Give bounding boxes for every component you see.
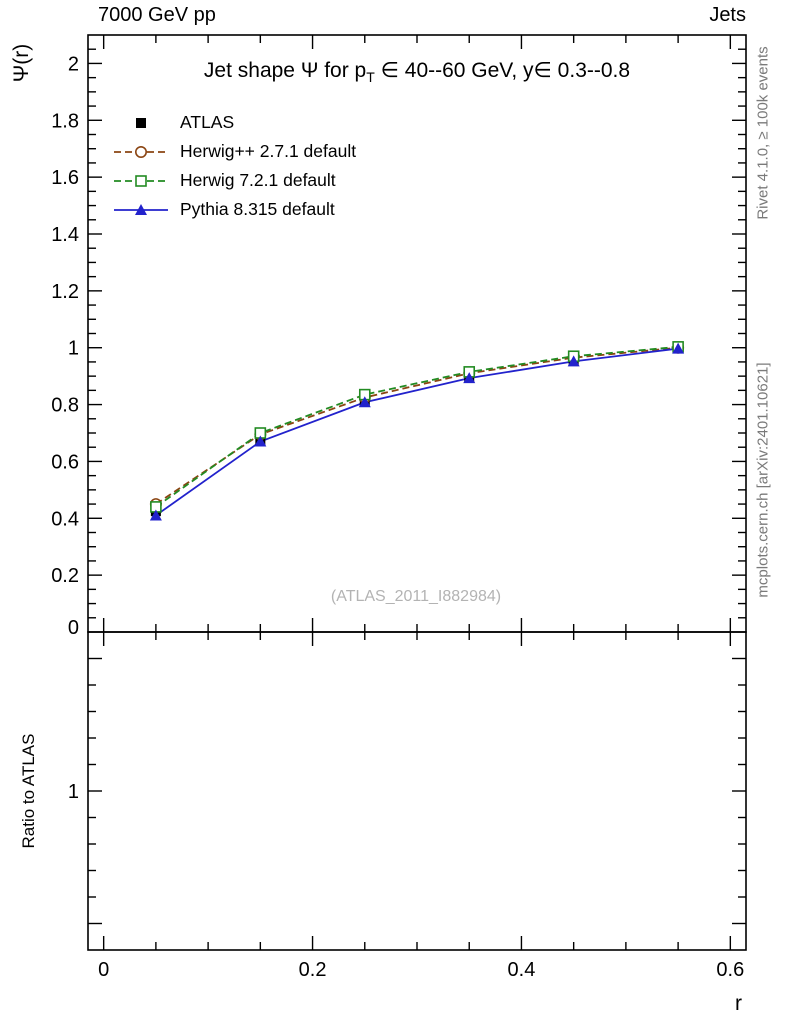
x-axis-label: r xyxy=(735,992,742,1015)
legend-label: Herwig 7.2.1 default xyxy=(180,170,336,190)
series-line-herwig-7-2-1-default xyxy=(155,345,679,508)
y-tick-label: 0.4 xyxy=(51,508,79,530)
y-tick-label: 0 xyxy=(68,617,79,639)
x-axis-tick-labels: 0 0.2 0.4 0.6 xyxy=(98,959,744,981)
x-tick-label: 0.2 xyxy=(299,959,327,981)
x-tick-label: 0 xyxy=(98,959,109,981)
legend-marker-open-circle xyxy=(114,145,168,158)
main-y-axis-ticks xyxy=(88,48,746,619)
legend-item: Pythia 8.315 default xyxy=(112,195,356,224)
process-label: Jets xyxy=(709,4,746,26)
ratio-y-axis-label: Ratio to ATLAS xyxy=(19,733,38,849)
title-prefix: Jet shape Ψ for p xyxy=(203,59,367,82)
legend-label: Herwig++ 2.7.1 default xyxy=(180,141,357,161)
legend-label: Pythia 8.315 default xyxy=(180,199,335,219)
main-y-axis-label: Ψ(r) xyxy=(10,43,33,83)
y-tick-label: 1.2 xyxy=(51,281,79,303)
y-tick-label: 0.2 xyxy=(51,565,79,587)
beam-energy-label: 7000 GeV pp xyxy=(98,4,216,26)
ratio-y-axis-tick-labels: 1 xyxy=(68,781,79,803)
legend-marker-filled-triangle xyxy=(114,203,168,215)
legend-label: ATLAS xyxy=(180,112,235,132)
main-y-axis-tick-labels: 0 0.2 0.4 0.6 0.8 1 1.2 1.4 1.6 1.8 2 xyxy=(51,53,79,639)
y-tick-label: 1.4 xyxy=(51,224,79,246)
series-markers-pythia-8-315-default xyxy=(149,342,685,521)
plot-title: Jet shape Ψ for pT ∈ 40--60 GeV, y∈ 0.3-… xyxy=(88,58,746,85)
x-tick-label: 0.6 xyxy=(716,959,744,981)
legend-item: Herwig 7.2.1 default xyxy=(112,166,356,195)
x-axis-ticks xyxy=(102,35,732,950)
title-subscript: T xyxy=(366,69,375,86)
series-line-herwig-2-7-1-default xyxy=(155,346,679,505)
series-line-pythia-8-315-default xyxy=(155,347,679,517)
series-markers-herwig-2-7-1-default xyxy=(149,341,685,511)
series-markers-herwig-7-2-1-default xyxy=(150,341,684,513)
legend-item: Herwig++ 2.7.1 default xyxy=(112,137,356,166)
rivet-version-label: Rivet 4.1.0, ≥ 100k events xyxy=(754,46,772,220)
y-tick-label: 1 xyxy=(68,338,79,360)
y-tick-label: 0.8 xyxy=(51,395,79,417)
ratio-y-axis-ticks xyxy=(88,657,746,925)
y-tick-label: 1.8 xyxy=(51,110,79,132)
analysis-watermark: (ATLAS_2011_I882984) xyxy=(330,588,502,605)
series-markers-atlas xyxy=(150,342,684,517)
title-suffix: ∈ 40--60 GeV, y∈ 0.3--0.8 xyxy=(374,59,631,82)
y-tick-label: 2 xyxy=(68,53,79,75)
y-tick-label: 1.6 xyxy=(51,167,79,189)
ratio-y-tick-label: 1 xyxy=(68,781,79,803)
y-tick-label: 0.6 xyxy=(51,451,79,473)
ratio-panel-frame xyxy=(87,631,747,951)
mcplots-credit-label: mcplots.cern.ch [arXiv:2401.10621] xyxy=(754,362,772,598)
x-tick-label: 0.4 xyxy=(508,959,536,981)
legend-marker-filled-square xyxy=(136,117,146,128)
legend-marker-open-square xyxy=(114,174,168,187)
legend: ATLAS Herwig++ 2.7.1 default Herwig 7.2.1 … xyxy=(112,108,356,224)
legend-item: ATLAS xyxy=(112,108,356,137)
